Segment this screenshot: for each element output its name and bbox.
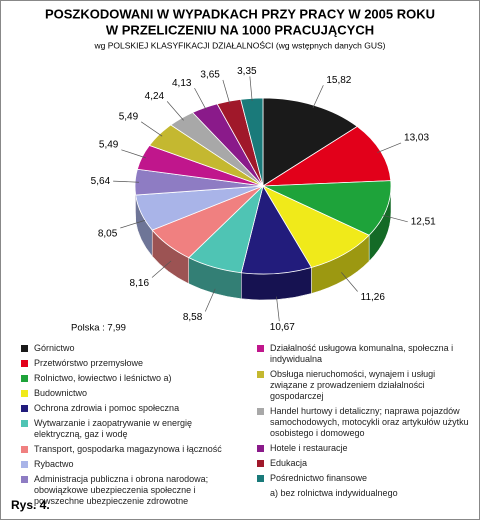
data-label: 4,13 [172,78,192,89]
legend-item: Przetwórstwo przemysłowe [21,358,233,369]
data-label: 5,49 [99,139,119,150]
legend-swatch [21,405,28,412]
pie-slice [261,125,392,187]
legend-item: a) bez rolnictwa indywidualnego [257,488,469,499]
figure-label: Rys. 4. [11,498,50,512]
leader-line [341,272,358,292]
leader-line [151,260,172,278]
legend-item: Handel hurtowy i detaliczny; naprawa poj… [257,406,469,439]
legend-label: Handel hurtowy i detaliczny; naprawa poj… [270,406,469,438]
legend-item: Pośrednictwo finansowe [257,473,469,484]
legend-swatch [257,445,264,452]
chart-title: POSZKODOWANI W WYPADKACH PRZY PRACY W 20… [45,6,435,21]
chart: POSZKODOWANI W WYPADKACH PRZY PRACY W 20… [45,6,436,334]
legend-swatch [21,345,28,352]
chart-title: W PRZELICZENIU NA 1000 PRACUJĄCYCH [106,22,374,37]
legend-label: Hotele i restauracje [270,443,348,453]
legend-item: Rybactwo [21,459,233,470]
data-label: 10,67 [270,322,295,333]
legend-label: Budownictwo [34,388,88,398]
annotation: Polska : 7,99 [71,323,126,334]
legend-label: Transport, gospodarka magazynowa i łączn… [34,444,222,454]
legend-label: Edukacja [270,458,308,468]
leader-line [194,87,207,111]
legend-swatch [21,360,28,367]
legend-swatch [257,460,264,467]
data-label: 11,26 [361,292,386,303]
legend-item: Działalność usługowa komunalna, społeczn… [257,343,469,365]
leader-line [312,85,324,108]
data-label: 5,64 [91,176,111,187]
legend: Górnictwo Przetwórstwo przemysłowe Rolnict… [21,343,233,511]
legend-swatch [21,390,28,397]
legend-label: a) bez rolnictwa indywidualnego [270,488,398,498]
legend-item: Górnictwo [21,343,233,354]
leader-line [276,296,280,322]
legend-label: Rolnictwo, łowiectwo i leśnictwo a) [34,373,172,383]
legend-item: Transport, gospodarka magazynowa i łączn… [21,444,233,455]
legend-label: Rybactwo [34,459,74,469]
legend-item: Budownictwo [21,388,233,399]
legend-label: Wytwarzanie i zaopatrywanie w energię el… [34,418,192,439]
legend-swatch [257,371,264,378]
legend-label: Działalność usługowa komunalna, społeczn… [270,343,454,364]
legend-label: Obsługa nieruchomości, wynajem i usługi … [270,369,436,401]
legend-item: Ochrona zdrowia i pomoc społeczna [21,403,233,414]
leader-line [140,121,163,137]
legend-label: Przetwórstwo przemysłowe [34,358,144,368]
leader-line [249,76,253,101]
leader-line [120,220,146,229]
legend-swatch [21,420,28,427]
data-label: 8,05 [98,229,118,240]
legend-swatch [257,408,264,415]
data-label: 4,24 [145,91,165,102]
data-label: 12,51 [411,216,436,227]
legend-label: Pośrednictwo finansowe [270,473,368,483]
data-label: 8,16 [130,278,150,289]
legend-item: Obsługa nieruchomości, wynajem i usługi … [257,369,469,402]
legend-swatch [257,475,264,482]
legend-item: Wytwarzanie i zaopatrywanie w energię el… [21,418,233,440]
data-label: 3,35 [237,66,257,77]
data-label: 13,03 [404,133,429,144]
legend-item: Edukacja [257,458,469,469]
leader-line [377,142,402,153]
leader-line [382,214,408,223]
data-label: 15,82 [326,75,351,86]
legend-item: Rolnictwo, łowiectwo i leśnictwo a) [21,373,233,384]
legend-item: Administracja publiczna i obrona narodow… [21,474,233,507]
legend-label: Administracja publiczna i obrona narodow… [34,474,209,506]
data-label: 8,58 [183,312,203,323]
leader-line [204,288,216,312]
legend-swatch [21,446,28,453]
legend-item: Hotele i restauracje [257,443,469,454]
leader-line [121,149,146,159]
legend-swatch [257,345,264,352]
leader-line [222,79,231,104]
leader-line [166,101,184,121]
legend-label: Ochrona zdrowia i pomoc społeczna [34,403,180,413]
pie-slice [262,97,358,187]
leader-line [113,180,139,183]
legend-swatch [21,375,28,382]
legend-swatch [21,476,28,483]
pie-slice [262,180,392,236]
chart-subtitle: wg POLSKIEJ KLASYFIKACJI DZIAŁALNOŚCI (w… [94,39,386,50]
legend: Działalność usługowa komunalna, społeczn… [257,343,469,503]
data-label: 5,49 [119,111,139,122]
legend-swatch [21,461,28,468]
data-label: 3,65 [200,70,220,81]
legend-label: Górnictwo [34,343,75,353]
